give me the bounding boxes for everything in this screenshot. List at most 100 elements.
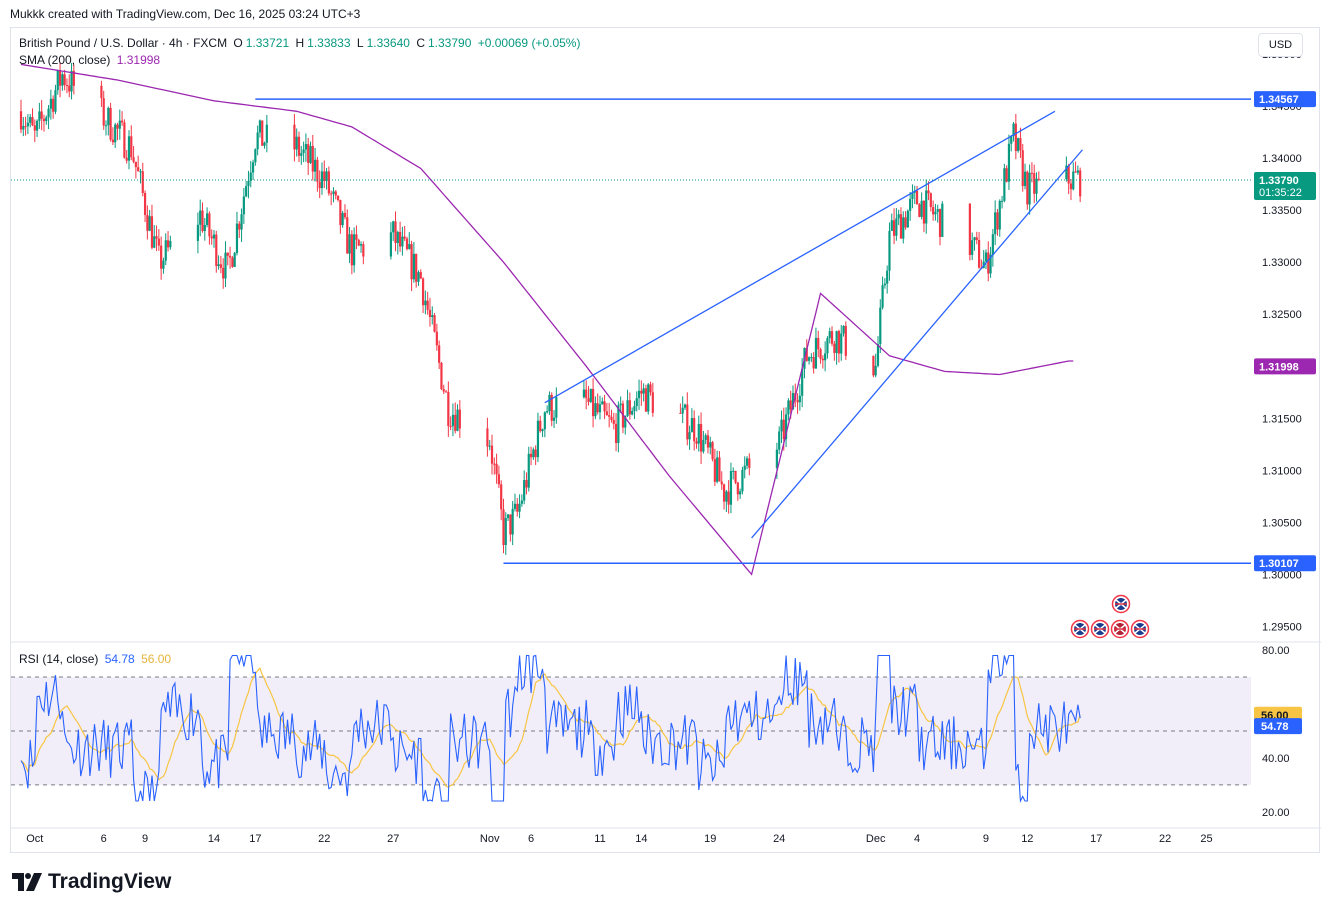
trend-line[interactable] bbox=[544, 110, 1056, 404]
candle-body bbox=[500, 484, 503, 510]
candle-body bbox=[424, 300, 427, 306]
candle-up bbox=[743, 456, 746, 479]
candle-body bbox=[932, 207, 935, 215]
candle-body bbox=[934, 211, 937, 215]
candle-body bbox=[164, 240, 167, 261]
candle-up bbox=[247, 170, 250, 199]
candle-body bbox=[208, 213, 211, 237]
time-tick-label: 11 bbox=[594, 833, 605, 845]
candle-up bbox=[1017, 137, 1020, 153]
candle-body bbox=[991, 234, 994, 255]
candle-body bbox=[904, 217, 907, 228]
candle-body bbox=[433, 315, 436, 332]
level-price-tag: 1.30107 bbox=[1259, 558, 1299, 570]
candle-down bbox=[435, 323, 438, 351]
economic-event-icon[interactable] bbox=[1111, 594, 1131, 614]
candle-body bbox=[100, 85, 103, 99]
time-tick-label: 17 bbox=[1090, 833, 1102, 845]
candle-up bbox=[104, 120, 108, 136]
candle-body bbox=[318, 181, 321, 189]
candle-up bbox=[332, 187, 335, 203]
candle-body bbox=[398, 231, 402, 247]
chart-container[interactable]: 1.350001.345001.340001.335001.330001.325… bbox=[10, 27, 1321, 854]
candle-body bbox=[902, 217, 905, 239]
candle-body bbox=[63, 74, 66, 86]
candle-down bbox=[146, 205, 149, 240]
candle-up bbox=[162, 257, 165, 274]
candle-body bbox=[716, 457, 719, 482]
candle-up bbox=[879, 299, 882, 353]
candle-down bbox=[640, 380, 643, 406]
candle-up bbox=[807, 356, 811, 365]
time-tick-label: Nov bbox=[480, 833, 500, 845]
candle-down bbox=[355, 225, 358, 250]
currency-button[interactable]: USD bbox=[1258, 33, 1303, 57]
candle-body bbox=[102, 98, 105, 126]
chart-canvas[interactable]: 1.350001.345001.340001.335001.330001.325… bbox=[11, 28, 1321, 854]
candle-body bbox=[327, 171, 330, 194]
candle-body bbox=[127, 136, 131, 161]
candle-body bbox=[1067, 165, 1070, 184]
candle-up bbox=[913, 185, 916, 205]
candle-up bbox=[784, 407, 788, 448]
candle-body bbox=[123, 122, 126, 158]
candle-up bbox=[828, 327, 831, 344]
candle-body bbox=[635, 398, 638, 407]
candle-down bbox=[143, 190, 147, 223]
brand-name: TradingView bbox=[48, 870, 172, 893]
economic-event-icon[interactable] bbox=[1110, 619, 1130, 639]
candle-body bbox=[727, 491, 730, 505]
candle-body bbox=[224, 252, 227, 279]
open-value: 1.33721 bbox=[245, 36, 290, 50]
candle-down bbox=[644, 384, 648, 412]
economic-event-icon[interactable] bbox=[1130, 619, 1150, 639]
price-tick-label: 1.30000 bbox=[1262, 569, 1302, 581]
candle-down bbox=[1079, 167, 1082, 203]
candle-body bbox=[628, 400, 631, 415]
economic-event-icon[interactable] bbox=[1070, 619, 1090, 639]
candle-body bbox=[906, 210, 909, 228]
candle-body bbox=[22, 126, 25, 130]
trend-line[interactable] bbox=[751, 149, 1083, 539]
candle-down bbox=[343, 204, 347, 220]
candle-body bbox=[876, 343, 880, 366]
candle-body bbox=[65, 85, 69, 87]
candle-down bbox=[323, 160, 326, 189]
candle-down bbox=[157, 229, 160, 251]
candle-body bbox=[295, 136, 298, 150]
candle-up bbox=[941, 201, 944, 238]
candle-body bbox=[640, 390, 643, 394]
candle-down bbox=[892, 208, 896, 245]
candle-up bbox=[139, 168, 142, 184]
time-tick-label: Dec bbox=[866, 833, 886, 845]
candle-down bbox=[31, 108, 34, 127]
economic-event-icon[interactable] bbox=[1090, 619, 1110, 639]
candle-up bbox=[199, 199, 202, 237]
rsi-value-tag-bg bbox=[1254, 718, 1302, 735]
candle-body bbox=[1010, 135, 1013, 144]
candle-up bbox=[518, 494, 521, 519]
candle-down bbox=[102, 90, 105, 130]
candle-body bbox=[984, 252, 988, 262]
high-value: 1.33833 bbox=[307, 36, 351, 50]
candle-body bbox=[68, 85, 71, 92]
candle-body bbox=[346, 217, 349, 254]
candle-body bbox=[343, 212, 347, 218]
candle-body bbox=[114, 124, 117, 143]
price-legend: British Pound / U.S. Dollar · 4h · FXCM … bbox=[19, 36, 583, 50]
candle-body bbox=[311, 145, 314, 172]
candle-body bbox=[408, 244, 411, 249]
candle-body bbox=[426, 300, 429, 310]
candle-body bbox=[989, 254, 992, 274]
candle-up bbox=[741, 466, 744, 495]
candle-body bbox=[26, 122, 29, 127]
candle-down bbox=[1021, 143, 1024, 192]
candle-body bbox=[798, 395, 801, 403]
candle-up bbox=[196, 212, 200, 254]
candle-down bbox=[1026, 170, 1029, 210]
candle-body bbox=[47, 108, 50, 118]
candle-body bbox=[31, 117, 34, 126]
candle-body bbox=[743, 465, 746, 470]
candle-body bbox=[872, 355, 875, 376]
time-tick-label: 6 bbox=[528, 833, 534, 845]
